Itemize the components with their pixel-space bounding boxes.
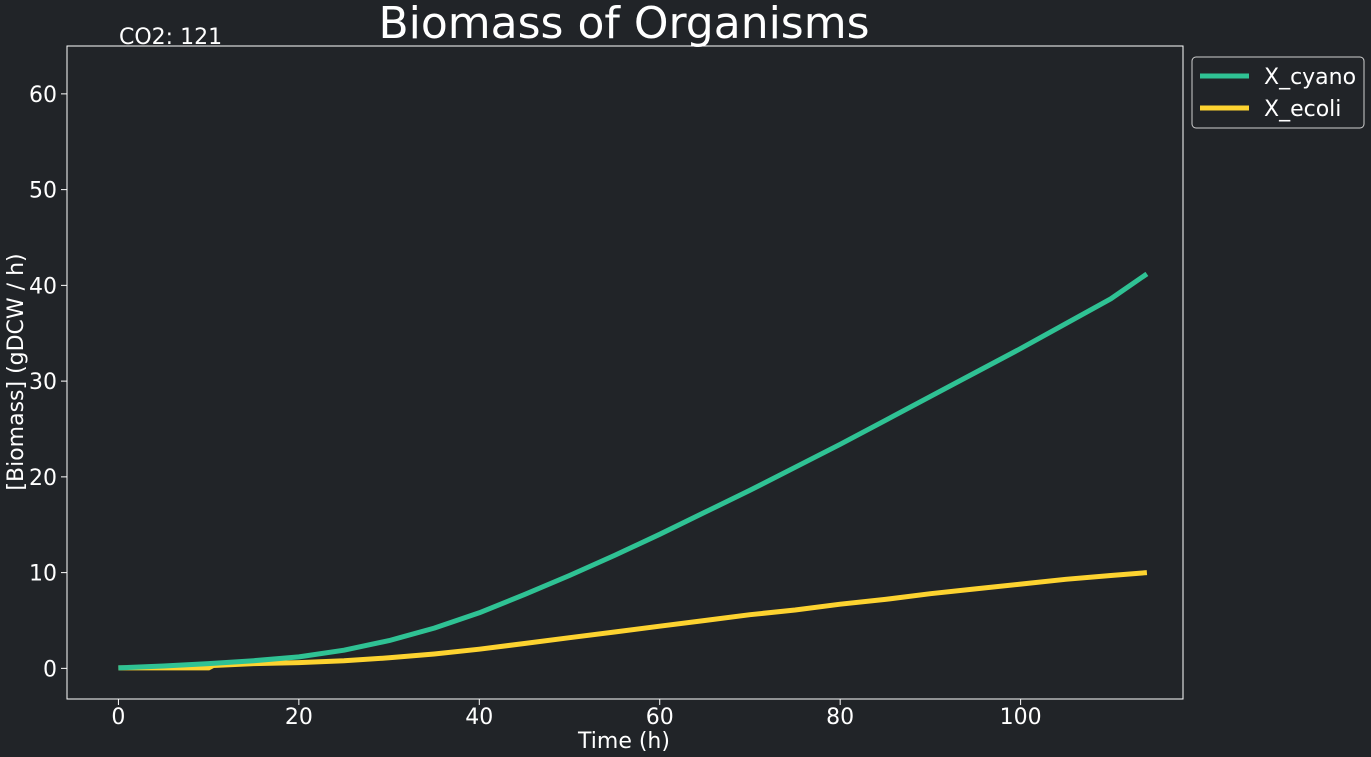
x-tick-label: 100 <box>1000 705 1042 730</box>
plot-frame <box>66 45 1184 700</box>
y-tick-label: 30 <box>29 370 57 395</box>
x-tick-label: 0 <box>111 705 125 730</box>
y-axis-label: [Biomass] (gDCW / h) <box>4 253 29 490</box>
y-axis-ticks: 0 10 20 30 40 50 60 <box>29 83 67 682</box>
legend-label: X_cyano <box>1264 65 1356 90</box>
plot-area <box>118 271 1149 671</box>
y-tick-label: 50 <box>29 179 57 204</box>
y-tick-label: 20 <box>29 466 57 491</box>
y-tick-label: 0 <box>43 657 57 682</box>
x-tick-label: 20 <box>285 705 313 730</box>
legend: X_cyano X_ecoli <box>1191 56 1365 129</box>
series-line-x-cyano <box>118 271 1149 671</box>
series-line-x-ecoli <box>118 570 1148 671</box>
y-tick-label: 40 <box>29 274 57 299</box>
x-axis-label: Time (h) <box>577 729 670 754</box>
x-tick-label: 40 <box>465 705 493 730</box>
chart-title: Biomass of Organisms <box>378 0 869 49</box>
x-tick-label: 80 <box>826 705 854 730</box>
x-tick-label: 60 <box>646 705 674 730</box>
y-tick-label: 60 <box>29 83 57 108</box>
y-tick-label: 10 <box>29 562 57 587</box>
x-axis-ticks: 0 20 40 60 80 100 <box>111 699 1042 730</box>
legend-label: X_ecoli <box>1264 97 1341 122</box>
